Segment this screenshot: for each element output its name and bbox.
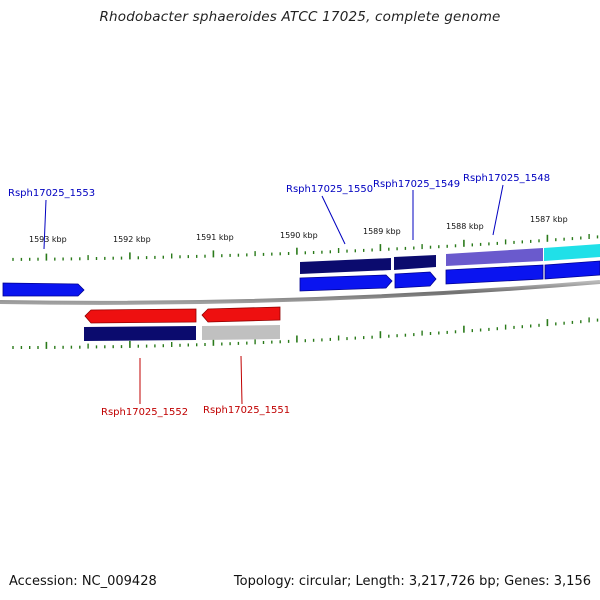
- gene-label-1548[interactable]: Rsph17025_1548: [463, 173, 550, 184]
- gene-arrow-1551[interactable]: [201, 306, 281, 323]
- gene-label-1552[interactable]: Rsph17025_1552: [101, 407, 188, 418]
- ruler-label: 1588 kbp: [446, 222, 484, 231]
- ruler-label: 1592 kbp: [113, 235, 151, 244]
- feature-block[interactable]: [446, 248, 543, 266]
- feature-block[interactable]: [544, 244, 600, 261]
- ruler-labels: 1593 kbp 1592 kbp 1591 kbp 1590 kbp 1589…: [29, 215, 568, 244]
- gene-labels: Rsph17025_1553 Rsph17025_1550 Rsph17025_…: [8, 173, 550, 418]
- label-leaders: [43, 184, 504, 405]
- gene-arrow-1550[interactable]: [299, 274, 393, 292]
- tick-ring-lower: [12, 317, 599, 349]
- feature-block[interactable]: [84, 326, 196, 341]
- map-title: Rhodobacter sphaeroides ATCC 17025, comp…: [99, 9, 501, 25]
- feature-block[interactable]: [202, 325, 280, 340]
- feature-block[interactable]: [300, 258, 391, 274]
- ruler-label: 1590 kbp: [280, 231, 318, 240]
- ruler-label: 1589 kbp: [363, 227, 401, 236]
- gene-label-1551[interactable]: Rsph17025_1551: [203, 405, 290, 416]
- forward-features: [2, 244, 600, 297]
- ruler-label: 1593 kbp: [29, 235, 67, 244]
- feature-block[interactable]: [394, 255, 436, 270]
- gene-arrow-1552[interactable]: [84, 308, 197, 324]
- ruler-label: 1591 kbp: [196, 233, 234, 242]
- gene-label-1553[interactable]: Rsph17025_1553: [8, 188, 95, 199]
- ruler-label: 1587 kbp: [530, 215, 568, 224]
- gene-label-1550[interactable]: Rsph17025_1550: [286, 184, 373, 195]
- genome-summary-text: Topology: circular; Length: 3,217,726 bp…: [233, 574, 591, 589]
- accession-text: Accession: NC_009428: [9, 574, 157, 589]
- gene-arrow-next[interactable]: [544, 260, 600, 280]
- gene-arrow-1553[interactable]: [2, 282, 85, 297]
- gene-arrow-1549[interactable]: [394, 271, 437, 289]
- gene-arrow-1548[interactable]: [445, 264, 544, 285]
- gene-label-1549[interactable]: Rsph17025_1549: [373, 179, 460, 190]
- reverse-features: [84, 306, 281, 341]
- genome-backbone: [0, 280, 600, 305]
- tick-ring-upper: [12, 234, 599, 261]
